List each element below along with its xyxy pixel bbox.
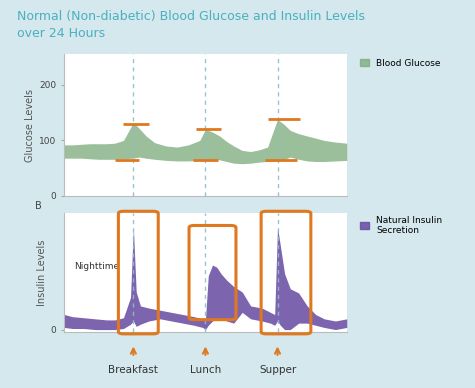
Text: Normal (Non-diabetic) Blood Glucose and Insulin Levels
over 24 Hours: Normal (Non-diabetic) Blood Glucose and … — [17, 10, 365, 40]
Text: Nighttime: Nighttime — [74, 262, 119, 271]
Text: Breakfast: Breakfast — [108, 365, 158, 375]
Text: Supper: Supper — [259, 365, 296, 375]
Text: Lunch: Lunch — [190, 365, 221, 375]
Text: B: B — [35, 201, 42, 211]
Legend: Blood Glucose: Blood Glucose — [360, 59, 440, 68]
Legend: Natural Insulin
Secretion: Natural Insulin Secretion — [360, 216, 442, 235]
Y-axis label: Insulin Levels: Insulin Levels — [37, 239, 47, 306]
Y-axis label: Glucose Levels: Glucose Levels — [25, 88, 35, 162]
